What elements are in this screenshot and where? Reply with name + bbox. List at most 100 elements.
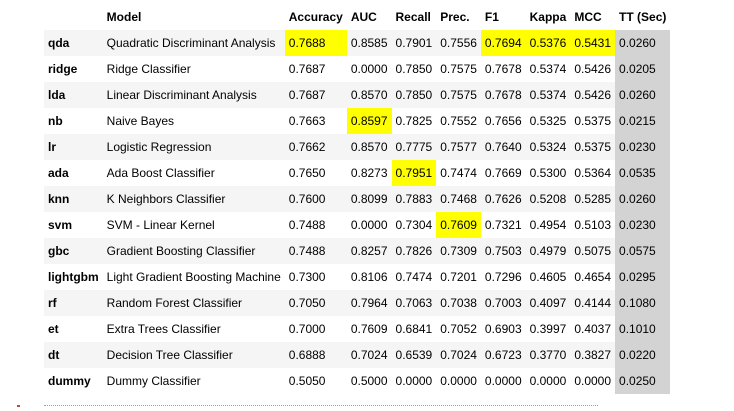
model-name-cell: Linear Discriminant Analysis bbox=[102, 82, 285, 108]
auc-cell: 0.8570 bbox=[346, 134, 392, 160]
f1-cell: 0.6723 bbox=[480, 342, 526, 368]
f1-cell: 0.7640 bbox=[480, 134, 526, 160]
row-index: rf bbox=[44, 290, 103, 316]
header-f1: F1 bbox=[484, 10, 499, 24]
mcc-cell: 0.5103 bbox=[570, 212, 616, 238]
accuracy-cell: 0.7687 bbox=[284, 82, 347, 108]
precision-cell: 0.7309 bbox=[436, 238, 481, 264]
mcc-cell: 0.5375 bbox=[570, 108, 616, 134]
mcc-cell: 0.4037 bbox=[570, 316, 616, 342]
precision-cell: 0.7474 bbox=[436, 160, 481, 186]
kappa-cell: 0.3997 bbox=[525, 316, 571, 342]
model-comparison-table-container: Model Accuracy AUC Recall Prec. F1 Kappa… bbox=[44, 4, 671, 394]
model-name-cell: Extra Trees Classifier bbox=[102, 316, 285, 342]
f1-cell: 0.7296 bbox=[480, 264, 526, 290]
f1-cell: 0.7656 bbox=[480, 108, 526, 134]
auc-cell: 0.8585 bbox=[346, 30, 392, 56]
tt-sec-cell: 0.1010 bbox=[615, 316, 671, 342]
precision-cell: 0.7052 bbox=[436, 316, 481, 342]
table-row: nb Naive Bayes 0.7663 0.8597 0.7825 0.7552 0.7… bbox=[44, 108, 671, 134]
accuracy-cell: 0.7000 bbox=[284, 316, 347, 342]
table-row: gbc Gradient Boosting Classifier 0.7488 0.8… bbox=[44, 238, 671, 264]
mcc-cell: 0.5431 bbox=[570, 30, 616, 56]
tt-sec-cell: 0.0535 bbox=[615, 160, 671, 186]
table-row: et Extra Trees Classifier 0.7000 0.7609 0.68… bbox=[44, 316, 671, 342]
row-index: ada bbox=[44, 160, 103, 186]
precision-cell: 0.0000 bbox=[436, 368, 481, 394]
f1-cell: 0.6903 bbox=[480, 316, 526, 342]
recall-cell: 0.7063 bbox=[391, 290, 437, 316]
precision-cell: 0.7024 bbox=[436, 342, 481, 368]
accuracy-cell: 0.7650 bbox=[284, 160, 347, 186]
model-name-cell: Gradient Boosting Classifier bbox=[102, 238, 285, 264]
f1-cell: 0.7694 bbox=[480, 30, 526, 56]
model-name-cell: Decision Tree Classifier bbox=[102, 342, 285, 368]
mcc-cell: 0.3827 bbox=[570, 342, 616, 368]
tt-sec-cell: 0.1080 bbox=[615, 290, 671, 316]
precision-cell: 0.7575 bbox=[436, 56, 481, 82]
recall-cell: 0.7901 bbox=[391, 30, 437, 56]
header-tt-sec: TT (Sec) bbox=[619, 10, 667, 24]
f1-cell: 0.0000 bbox=[480, 368, 526, 394]
accuracy-cell: 0.7300 bbox=[284, 264, 347, 290]
auc-cell: 0.7964 bbox=[346, 290, 392, 316]
precision-cell: 0.7575 bbox=[436, 82, 481, 108]
header-auc: AUC bbox=[350, 10, 377, 24]
header-row: Model Accuracy AUC Recall Prec. F1 Kappa… bbox=[44, 4, 670, 30]
accuracy-cell: 0.7688 bbox=[284, 30, 347, 56]
kappa-cell: 0.3770 bbox=[525, 342, 571, 368]
f1-cell: 0.7678 bbox=[480, 56, 526, 82]
recall-cell: 0.7775 bbox=[391, 134, 437, 160]
model-comparison-table: Model Accuracy AUC Recall Prec. F1 Kappa… bbox=[44, 4, 671, 394]
auc-cell: 0.8257 bbox=[346, 238, 392, 264]
tt-sec-cell: 0.0220 bbox=[615, 342, 671, 368]
precision-cell: 0.7552 bbox=[436, 108, 481, 134]
tt-sec-cell: 0.0260 bbox=[615, 186, 671, 212]
accuracy-cell: 0.7663 bbox=[284, 108, 347, 134]
table-row: knn K Neighbors Classifier 0.7600 0.8099 0.7… bbox=[44, 186, 671, 212]
tt-sec-cell: 0.0260 bbox=[615, 30, 671, 56]
row-index: gbc bbox=[44, 238, 103, 264]
kappa-cell: 0.5208 bbox=[525, 186, 571, 212]
auc-cell: 0.7609 bbox=[346, 316, 392, 342]
table-row: ada Ada Boost Classifier 0.7650 0.8273 0.795… bbox=[44, 160, 671, 186]
recall-cell: 0.6539 bbox=[391, 342, 437, 368]
model-name-cell: Naive Bayes bbox=[102, 108, 285, 134]
precision-cell: 0.7468 bbox=[436, 186, 481, 212]
kappa-cell: 0.4605 bbox=[525, 264, 571, 290]
row-index: et bbox=[44, 316, 103, 342]
scroll-indicator-line bbox=[44, 405, 598, 406]
table-body: qda Quadratic Discriminant Analysis 0.7688… bbox=[44, 30, 671, 394]
table-row: ridge Ridge Classifier 0.7687 0.0000 0.7850 0… bbox=[44, 56, 671, 82]
accuracy-cell: 0.6888 bbox=[284, 342, 347, 368]
mcc-cell: 0.5375 bbox=[570, 134, 616, 160]
precision-cell: 0.7038 bbox=[436, 290, 481, 316]
mcc-cell: 0.5364 bbox=[570, 160, 616, 186]
mcc-cell: 0.5285 bbox=[570, 186, 616, 212]
kappa-cell: 0.5376 bbox=[525, 30, 571, 56]
recall-cell: 0.7850 bbox=[391, 82, 437, 108]
row-index: lda bbox=[44, 82, 103, 108]
mcc-cell: 0.5075 bbox=[570, 238, 616, 264]
auc-cell: 0.8106 bbox=[346, 264, 392, 290]
row-index: lightgbm bbox=[44, 264, 103, 290]
recall-cell: 0.0000 bbox=[391, 368, 437, 394]
tt-sec-cell: 0.0230 bbox=[615, 212, 671, 238]
mcc-cell: 0.4144 bbox=[570, 290, 616, 316]
kappa-cell: 0.4954 bbox=[525, 212, 571, 238]
row-index: knn bbox=[44, 186, 103, 212]
kappa-cell: 0.5374 bbox=[525, 82, 571, 108]
auc-cell: 0.5000 bbox=[346, 368, 392, 394]
table-row: qda Quadratic Discriminant Analysis 0.7688… bbox=[44, 30, 671, 56]
auc-cell: 0.8099 bbox=[346, 186, 392, 212]
recall-cell: 0.7304 bbox=[391, 212, 437, 238]
header-precision: Prec. bbox=[440, 10, 470, 24]
f1-cell: 0.7626 bbox=[480, 186, 526, 212]
f1-cell: 0.7503 bbox=[480, 238, 526, 264]
table-row: lda Linear Discriminant Analysis 0.7687 0.8… bbox=[44, 82, 671, 108]
row-index: nb bbox=[44, 108, 103, 134]
recall-cell: 0.7951 bbox=[391, 160, 437, 186]
accuracy-cell: 0.7488 bbox=[284, 238, 347, 264]
model-name-cell: K Neighbors Classifier bbox=[102, 186, 285, 212]
kappa-cell: 0.4979 bbox=[525, 238, 571, 264]
